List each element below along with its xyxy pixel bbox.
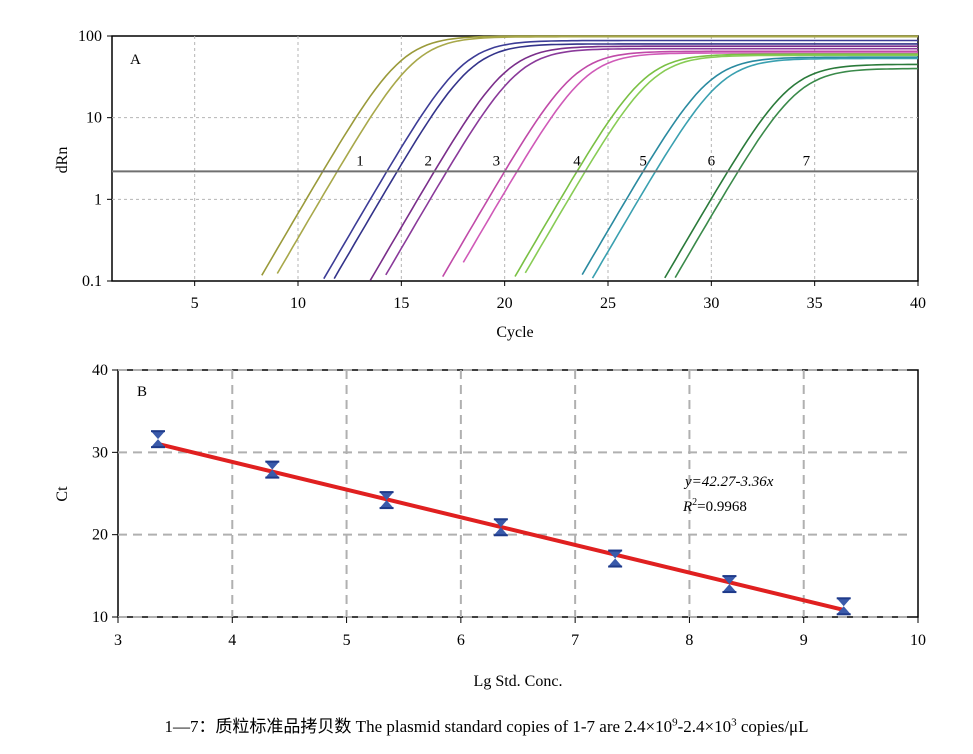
amplification-curve [442,50,918,278]
data-point [265,460,280,479]
panel-b-label: B [137,384,147,400]
plot-a-xtick-label: 35 [807,295,823,312]
data-point-bottom [151,439,165,448]
panel-a-label: A [130,52,141,68]
amplification-curve [369,45,918,281]
plot-b-xtick-label: 9 [800,632,808,649]
data-point [608,549,623,568]
data-point-top [265,461,280,470]
plot-b-ytick-label: 10 [92,609,108,626]
data-point-top [608,550,623,559]
plot-b-xtick-label: 3 [114,632,122,649]
plot-a-curves [261,35,918,281]
data-point-top [151,431,165,440]
plot-b-frame [117,369,919,618]
curve-label: 7 [803,153,811,169]
plot-a-ytick-label: 1 [94,191,102,208]
plot-b-grid [118,369,910,618]
plot-a-curve-labels: 1 2 3 4 5 6 7 [356,153,810,169]
plot-b-xtick-label: 4 [228,632,236,649]
amplification-curve [581,56,918,276]
plot-a-xtick-label: 15 [393,295,409,312]
standard-curve-plot: 3 4 5 6 7 8 9 10 10 20 30 40 B y=42.27-3.36x R2=0.9… [54,362,926,690]
caption-exp1: 9 [672,716,678,729]
plot-a-frame [111,35,919,282]
plot-b-xtick-label: 6 [457,632,465,649]
data-point [722,575,737,594]
data-point-bottom [608,558,623,567]
figure-caption: 1—7：质粒标准品拷贝数 The plasmid standard copies… [0,712,973,737]
curve-label: 6 [708,153,716,169]
plot-a-ytick-label: 0.1 [82,273,102,290]
caption-prefix: 1—7：质粒标准品拷贝数 The plasmid standard copies… [164,717,673,736]
data-point-bottom [379,500,394,509]
data-point [493,518,508,537]
plot-a-grid [112,36,918,281]
plot-b-points [151,430,851,616]
plot-a-xlabel: Cycle [496,324,533,341]
data-point [379,491,394,510]
amplification-curve [674,67,918,279]
plot-b-xlabel: Lg Std. Conc. [474,673,563,690]
amplification-curve [664,63,918,279]
amplification-curve [323,39,918,280]
data-point-bottom [265,469,280,478]
regression-equation: y=42.27-3.36x [683,474,774,490]
caption-suffix: copies/μL [736,717,809,736]
data-point [836,597,851,616]
curve-label: 3 [493,153,501,169]
plot-a-xtick-label: 20 [497,295,513,312]
amplification-curve [462,52,918,263]
data-point-top [379,492,394,501]
plot-b-ytick-label: 30 [92,444,108,461]
amplification-curve [524,54,918,274]
amplification-curve [276,35,918,274]
plot-b-ticks: 3 4 5 6 7 8 9 10 10 20 30 40 [92,362,926,649]
plot-b-ytick-label: 40 [92,362,108,379]
data-point-top [836,598,851,607]
curve-label: 5 [639,153,647,169]
plot-a-xtick-label: 10 [290,295,306,312]
data-point-bottom [836,606,851,615]
data-point-bottom [722,584,737,593]
plot-a-xtick-label: 25 [600,295,616,312]
curve-label: 2 [424,153,432,169]
data-point-top [493,519,508,528]
plot-a-xtick-label: 5 [191,295,199,312]
amplification-curve [591,57,918,279]
amplification-curve [385,47,918,276]
plot-a-xtick-label: 30 [703,295,719,312]
plot-b-ylabel: Ct [54,486,71,502]
plot-b-xtick-label: 7 [571,632,579,649]
data-point-bottom [493,527,508,536]
plot-b-xtick-label: 5 [343,632,351,649]
amplification-curve [333,43,918,279]
plot-a-ytick-label: 100 [78,28,102,45]
data-point [151,430,165,449]
data-point-top [722,576,737,585]
plot-a-ylabel: dRn [54,147,71,174]
amplification-plot: 5 10 15 20 25 30 35 40 0.1 1 10 100 1 2 3 4 5 6 7 A Cycle… [54,28,926,341]
caption-exp2: 3 [731,716,737,729]
curve-label: 4 [573,153,581,169]
amplification-curve [514,53,918,277]
plot-b-xtick-label: 10 [910,632,926,649]
r-squared: R2=0.9968 [682,497,747,515]
plot-a-ytick-label: 10 [86,110,102,127]
caption-middle: -2.4×10 [677,717,732,736]
plot-a-xtick-label: 40 [910,295,926,312]
plot-b-xtick-label: 8 [685,632,693,649]
plot-b-ytick-label: 20 [92,527,108,544]
curve-label: 1 [356,153,364,169]
